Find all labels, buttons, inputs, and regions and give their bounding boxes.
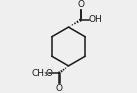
Text: CH₃: CH₃ [32,69,48,78]
Text: OH: OH [89,15,103,24]
Text: O: O [46,69,53,78]
Text: O: O [55,84,62,93]
Text: O: O [78,0,85,9]
